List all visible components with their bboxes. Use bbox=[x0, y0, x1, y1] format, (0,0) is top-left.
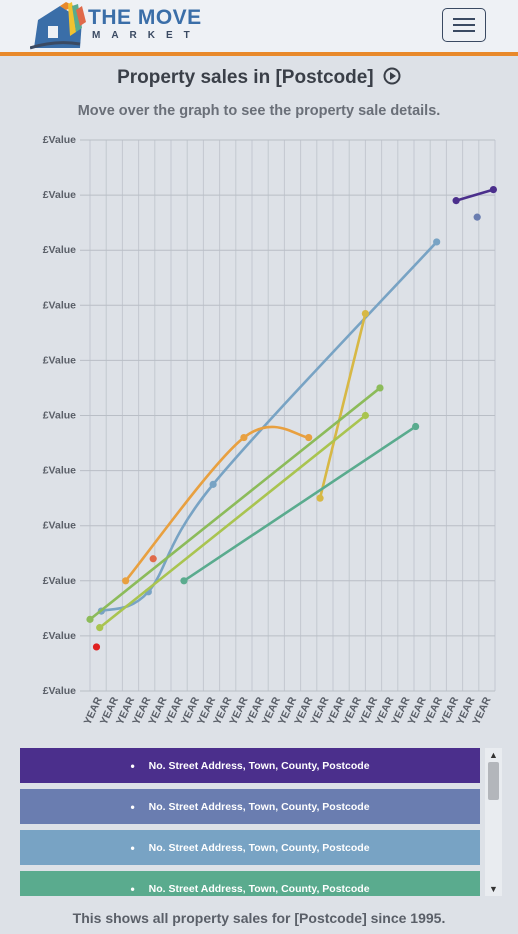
data-point[interactable] bbox=[361, 309, 369, 318]
bullet-icon: • bbox=[130, 758, 135, 773]
page-title-text: Property sales in [Postcode] bbox=[117, 67, 374, 88]
page-subtitle: Move over the graph to see the property … bbox=[77, 103, 441, 119]
y-tick-label: £Value bbox=[43, 630, 76, 642]
y-tick-label: £Value bbox=[43, 575, 76, 587]
scroll-down-arrow-icon[interactable]: ▼ bbox=[489, 884, 498, 894]
page-title: Property sales in [Postcode] bbox=[0, 67, 518, 89]
property-sales-chart[interactable]: £Value £Value £Value £Value £Value £Value £Val… bbox=[0, 128, 518, 733]
property-list[interactable]: • No. Street Address, Town, County, Postc… bbox=[20, 748, 502, 896]
list-scrollbar[interactable]: ▲ ▼ bbox=[485, 748, 502, 896]
property-list-item[interactable]: • No. Street Address, Town, County, Postc… bbox=[20, 789, 480, 824]
property-address: No. Street Address, Town, County, Postco… bbox=[148, 882, 370, 895]
logo-title: THE MOVE bbox=[88, 6, 202, 29]
hamburger-bar bbox=[453, 18, 475, 20]
data-point[interactable] bbox=[305, 433, 313, 442]
y-tick-label: £Value bbox=[43, 685, 76, 697]
site-header: THE MOVE MARKET bbox=[0, 0, 518, 56]
page-footer: This shows all property sales for [Postc… bbox=[72, 910, 446, 926]
house-logo-icon[interactable] bbox=[30, 2, 200, 50]
bullet-icon: • bbox=[130, 881, 135, 896]
property-address: No. Street Address, Town, County, Postco… bbox=[148, 800, 370, 813]
series-line-0[interactable] bbox=[454, 188, 495, 202]
data-point[interactable] bbox=[452, 197, 460, 205]
bullet-icon: • bbox=[130, 840, 135, 855]
data-point[interactable] bbox=[376, 384, 384, 392]
property-list-item[interactable]: • No. Street Address, Town, County, Postc… bbox=[20, 871, 480, 896]
scroll-up-arrow-icon[interactable]: ▲ bbox=[489, 750, 498, 760]
data-point[interactable] bbox=[316, 494, 324, 502]
series-line-5[interactable] bbox=[318, 312, 367, 500]
y-tick-label: £Value bbox=[43, 520, 76, 532]
y-tick-label: £Value bbox=[43, 465, 76, 477]
data-point[interactable] bbox=[433, 238, 441, 246]
data-point[interactable] bbox=[361, 411, 369, 420]
series-line-8[interactable] bbox=[182, 425, 417, 583]
scroll-thumb[interactable] bbox=[488, 762, 499, 800]
hamburger-menu-button[interactable] bbox=[442, 8, 486, 42]
data-point[interactable] bbox=[92, 643, 101, 651]
property-list-item[interactable]: • No. Street Address, Town, County, Postc… bbox=[20, 830, 480, 865]
data-point[interactable] bbox=[240, 433, 248, 442]
bullet-icon: • bbox=[130, 799, 135, 814]
y-tick-label: £Value bbox=[43, 189, 76, 201]
property-list-item[interactable]: • No. Street Address, Town, County, Postc… bbox=[20, 748, 480, 783]
series-line-7[interactable] bbox=[98, 414, 367, 629]
y-tick-label: £Value bbox=[43, 244, 76, 256]
y-tick-label: £Value bbox=[43, 299, 76, 311]
series-line-2[interactable] bbox=[100, 240, 438, 613]
data-point[interactable] bbox=[149, 555, 157, 563]
hamburger-bar bbox=[453, 24, 475, 26]
data-point[interactable] bbox=[180, 577, 188, 585]
series-line-3[interactable] bbox=[124, 425, 310, 583]
property-address: No. Street Address, Town, County, Postco… bbox=[148, 759, 370, 772]
data-point[interactable] bbox=[473, 213, 481, 221]
series-line-6[interactable] bbox=[88, 386, 382, 621]
data-point[interactable] bbox=[489, 185, 497, 194]
data-point[interactable] bbox=[412, 422, 420, 431]
play-circle-icon[interactable] bbox=[383, 67, 401, 85]
data-point[interactable] bbox=[96, 624, 104, 632]
y-tick-label: £Value bbox=[43, 410, 76, 422]
data-point[interactable] bbox=[122, 577, 130, 585]
data-point[interactable] bbox=[209, 480, 217, 488]
data-point[interactable] bbox=[86, 615, 94, 623]
property-address: No. Street Address, Town, County, Postco… bbox=[148, 841, 370, 854]
y-tick-label: £Value bbox=[43, 354, 76, 366]
y-tick-label: £Value bbox=[43, 134, 76, 146]
hamburger-bar bbox=[453, 30, 475, 32]
logo-subtitle: MARKET bbox=[92, 30, 201, 41]
